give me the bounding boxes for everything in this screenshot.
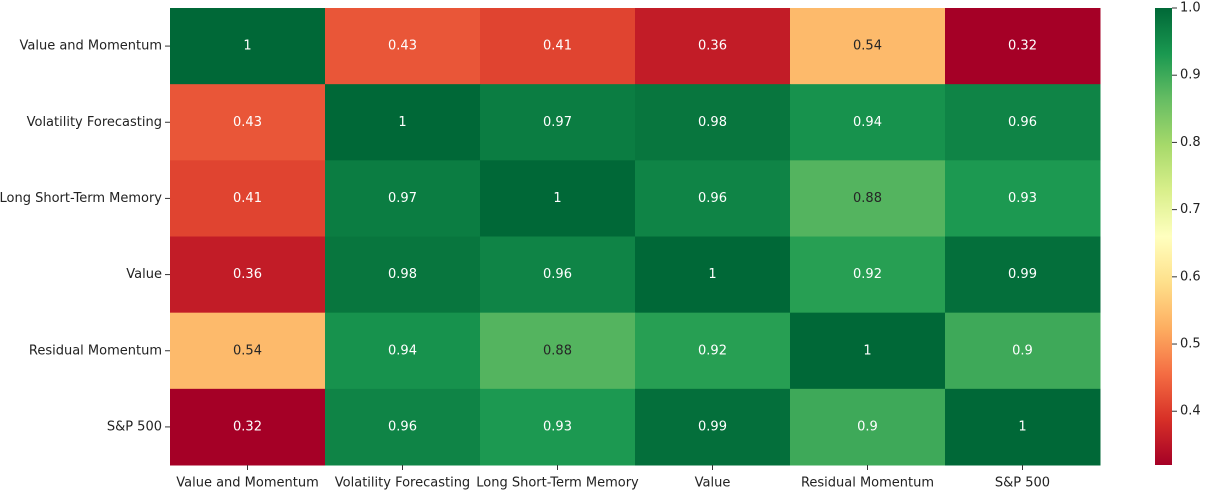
heatmap-cell — [635, 8, 791, 85]
x-tick-label: Long Short-Term Memory — [476, 476, 639, 491]
colorbar-tick-label: 0.8 — [1180, 135, 1201, 150]
cell-label: 0.93 — [1008, 191, 1037, 206]
y-tick-label: Long Short-Term Memory — [0, 191, 162, 206]
heatmap-cell — [945, 236, 1101, 314]
heatmap-cell — [170, 236, 326, 314]
cell-label: 0.43 — [233, 115, 262, 130]
heatmap-cell — [480, 84, 636, 161]
cell-label: 0.88 — [853, 191, 882, 206]
cell-label: 0.9 — [857, 419, 878, 434]
cell-label: 0.88 — [543, 343, 572, 358]
heatmap-cell — [945, 84, 1101, 161]
heatmap-cell — [325, 312, 481, 390]
heatmap-cell — [790, 236, 946, 314]
cell-label: 1 — [398, 115, 406, 130]
cell-label: 0.96 — [388, 419, 417, 434]
colorbar-tick-label: 0.6 — [1180, 269, 1201, 284]
cell-label: 1 — [243, 39, 251, 54]
heatmap-cell — [325, 160, 481, 237]
heatmap-cell — [635, 388, 791, 466]
heatmap-cell — [790, 312, 946, 390]
cell-label: 0.96 — [1008, 115, 1037, 130]
x-tick-label: Residual Momentum — [801, 476, 934, 491]
cell-label: 0.93 — [543, 419, 572, 434]
heatmap-cell — [480, 8, 636, 85]
heatmap-cell — [635, 160, 791, 237]
cell-label: 0.32 — [1008, 39, 1037, 54]
cell-label: 1 — [708, 267, 716, 282]
x-tick-label: Value — [695, 476, 731, 491]
heatmap-cell — [170, 8, 326, 85]
heatmap-cell — [325, 236, 481, 314]
cell-label: 0.96 — [543, 267, 572, 282]
y-tick-label: Residual Momentum — [29, 343, 162, 358]
heatmap-cell — [325, 8, 481, 85]
cell-label: 0.41 — [543, 39, 572, 54]
cell-label: 1 — [553, 191, 561, 206]
heatmap-cell — [790, 388, 946, 466]
cell-label: 0.96 — [698, 191, 727, 206]
cell-label: 0.9 — [1012, 343, 1033, 358]
cell-label: 0.98 — [388, 267, 417, 282]
cell-label: 0.99 — [1008, 267, 1037, 282]
cell-label: 0.97 — [543, 115, 572, 130]
heatmap-cell — [170, 388, 326, 466]
heatmap-cell — [480, 388, 636, 466]
cell-label: 0.97 — [388, 191, 417, 206]
colorbar-tick-label: 0.7 — [1180, 202, 1201, 217]
cell-label: 0.36 — [233, 267, 262, 282]
heatmap-cell — [790, 8, 946, 85]
x-tick-label: Volatility Forecasting — [335, 476, 470, 491]
cell-label: 0.36 — [698, 39, 727, 54]
heatmap-cell — [635, 312, 791, 390]
heatmap-cell — [945, 388, 1101, 466]
cell-label: 0.94 — [388, 343, 417, 358]
heatmap-cell — [480, 236, 636, 314]
heatmap-cell — [945, 312, 1101, 390]
heatmap-cell — [480, 312, 636, 390]
x-tick-label: Value and Momentum — [176, 476, 319, 491]
cell-label: 0.41 — [233, 191, 262, 206]
cell-label: 0.92 — [853, 267, 882, 282]
cell-label: 1 — [1018, 419, 1026, 434]
heatmap-cell — [945, 8, 1101, 85]
heatmap-cell — [480, 160, 636, 237]
y-tick-label: Volatility Forecasting — [27, 115, 162, 130]
heatmap-cell — [170, 84, 326, 161]
colorbar-tick-label: 0.9 — [1180, 68, 1201, 83]
colorbar-tick-label: 0.4 — [1180, 404, 1201, 419]
cell-label: 0.43 — [388, 39, 417, 54]
y-tick-label: Value — [126, 267, 162, 282]
cell-label: 0.98 — [698, 115, 727, 130]
cell-label: 0.32 — [233, 419, 262, 434]
heatmap-cell — [945, 160, 1101, 237]
heatmap-cell — [325, 84, 481, 161]
cell-label: 0.54 — [233, 343, 262, 358]
heatmap-cell — [635, 84, 791, 161]
cell-label: 1 — [863, 343, 871, 358]
cell-label: 0.94 — [853, 115, 882, 130]
heatmap-cell — [170, 312, 326, 390]
heatmap-cell — [790, 160, 946, 237]
cell-label: 0.92 — [698, 343, 727, 358]
colorbar-tick-label: 1.0 — [1180, 1, 1201, 16]
cell-label: 0.54 — [853, 39, 882, 54]
y-tick-label: Value and Momentum — [20, 39, 163, 54]
cell-label: 0.99 — [698, 419, 727, 434]
heatmap-cell — [790, 84, 946, 161]
heatmap-cell — [635, 236, 791, 314]
heatmap-cell — [325, 388, 481, 466]
heatmap-cell — [170, 160, 326, 237]
y-tick-label: S&P 500 — [107, 419, 162, 434]
colorbar — [1155, 8, 1172, 465]
x-tick-label: S&P 500 — [995, 476, 1050, 491]
colorbar-tick-label: 0.5 — [1180, 337, 1201, 352]
